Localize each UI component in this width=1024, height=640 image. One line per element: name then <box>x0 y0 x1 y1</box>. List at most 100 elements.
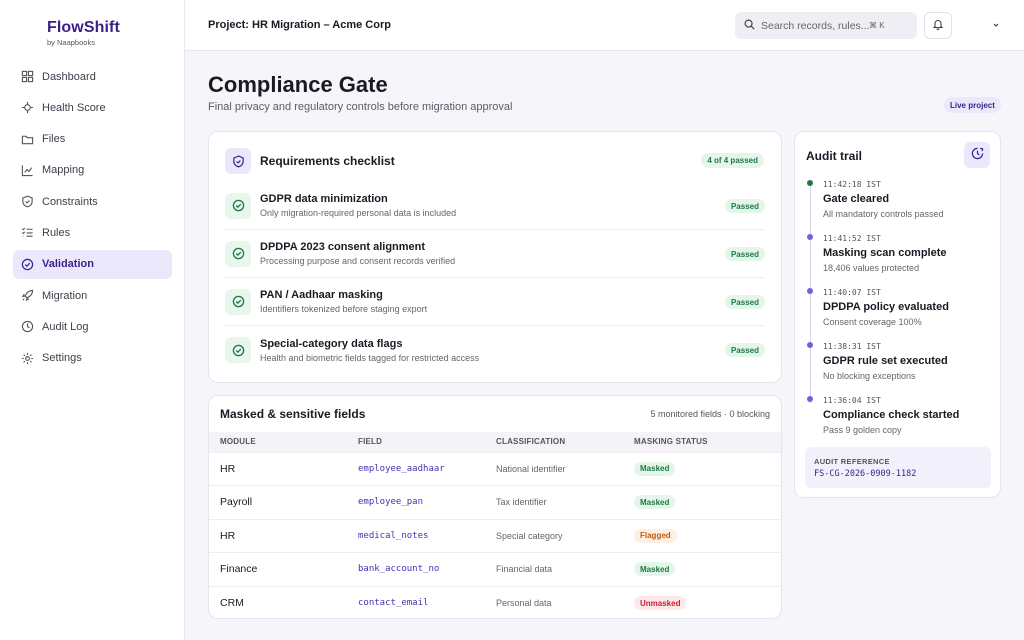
event-time: 11:40:07 IST <box>823 288 881 297</box>
account-menu-chevron-down-icon[interactable] <box>991 19 1001 29</box>
notifications-button[interactable] <box>924 12 952 39</box>
checklist-item-sub: Only migration-required personal data is… <box>260 208 457 218</box>
module-cell: Finance <box>209 552 347 586</box>
page-title: Compliance Gate <box>208 72 388 97</box>
sidebar-item-label: Constraints <box>42 195 98 208</box>
brand-name: FlowShift <box>47 19 120 36</box>
classification-cell: Personal data <box>485 585 623 618</box>
module-cell: HR <box>209 451 347 486</box>
status-cell: Masked <box>623 552 781 586</box>
sidebar-item-label: Migration <box>42 289 88 302</box>
sidebar-item-label: Files <box>42 133 66 146</box>
fields-table: MODULE FIELD CLASSIFICATION MASKING STAT… <box>209 432 781 618</box>
checklist-title: Requirements checklist <box>260 154 395 168</box>
checklist-count-badge: 4 of 4 passed <box>701 153 764 168</box>
brand-sub: by Naapbooks <box>47 38 95 47</box>
timeline-dot <box>807 396 813 402</box>
classification-cell: Tax identifier <box>485 485 623 519</box>
sidebar-nav: Dashboard Health Score Files Mapping Con… <box>13 62 172 375</box>
rocket-icon <box>21 289 34 302</box>
checklist-header: Requirements checklist <box>225 148 765 174</box>
page-subtitle: Final privacy and regulatory controls be… <box>208 101 513 113</box>
classification-cell: National identifier <box>485 451 623 486</box>
status-badge: Masked <box>634 461 676 476</box>
table-row[interactable]: HR medical_notes Special category Flagge… <box>209 518 781 553</box>
audit-reference-label: AUDIT REFERENCE <box>814 457 890 466</box>
sidebar-item-label: Rules <box>42 226 71 239</box>
list-icon <box>21 226 34 239</box>
requirements-checklist-card: Requirements checklist 4 of 4 passed GDP… <box>208 131 782 383</box>
timeline-event: 11:36:04 IST Compliance check started Pa… <box>807 393 992 447</box>
sidebar-item-health-score[interactable]: Health Score <box>13 93 172 122</box>
search-box[interactable]: ⌘ K <box>735 12 917 39</box>
fields-summary: 5 monitored fields · 0 blocking <box>650 409 770 419</box>
event-sub: All mandatory controls passed <box>823 209 944 219</box>
module-cell: CRM <box>209 585 347 618</box>
sidebar-item-label: Health Score <box>42 101 106 114</box>
timeline-dot <box>807 234 813 240</box>
search-input[interactable] <box>761 19 869 32</box>
top-bar: Project: HR Migration – Acme Corp ⌘ K <box>185 0 1024 51</box>
sidebar-item-dashboard[interactable]: Dashboard <box>13 62 172 91</box>
field-cell: medical_notes <box>347 518 485 553</box>
timeline-dot <box>807 180 813 186</box>
brand-logo[interactable]: FlowShift by Naapbooks <box>47 19 120 47</box>
checklist-item-sub: Processing purpose and consent records v… <box>260 256 456 266</box>
event-title: Compliance check started <box>823 409 960 421</box>
status-badge: Passed <box>724 343 765 357</box>
event-sub: Pass 9 golden copy <box>823 425 902 435</box>
status-badge: Passed <box>724 199 765 213</box>
sidebar-item-rules[interactable]: Rules <box>13 218 172 247</box>
bell-icon <box>932 18 944 33</box>
table-row[interactable]: CRM contact_email Personal data Unmasked <box>209 585 781 618</box>
audit-reference-value[interactable]: FS-CG-2026-0909-1182 <box>814 469 917 479</box>
sidebar-item-migration[interactable]: Migration <box>13 281 172 310</box>
event-title: Gate cleared <box>823 193 890 205</box>
column-header[interactable]: CLASSIFICATION <box>485 432 623 452</box>
checklist-item: DPDPA 2023 consent alignment Processing p… <box>225 230 765 278</box>
table-row[interactable]: HR employee_aadhaar National identifier … <box>209 451 781 486</box>
checklist-item-title: Special-category data flags <box>260 337 403 350</box>
folder-icon <box>21 133 34 146</box>
sidebar-item-constraints[interactable]: Constraints <box>13 187 172 216</box>
timeline-event: 11:40:07 IST DPDPA policy evaluated Cons… <box>807 285 992 339</box>
sidebar-item-validation[interactable]: Validation <box>13 249 172 279</box>
sidebar-item-label: Audit Log <box>42 320 89 333</box>
column-header[interactable]: MODULE <box>209 432 347 452</box>
status-cell: Masked <box>623 485 781 519</box>
fields-title: Masked & sensitive fields <box>220 407 366 421</box>
event-time: 11:41:52 IST <box>823 234 881 243</box>
table-header-row: MODULE FIELD CLASSIFICATION MASKING STAT… <box>209 432 781 452</box>
checklist-item-title: DPDPA 2023 consent alignment <box>260 241 426 253</box>
status-badge: Masked <box>634 495 676 510</box>
column-header[interactable]: MASKING STATUS <box>623 432 781 452</box>
sidebar-item-mapping[interactable]: Mapping <box>13 156 172 185</box>
timeline-dot <box>807 288 813 294</box>
sidebar-item-settings[interactable]: Settings <box>13 344 172 373</box>
check-icon <box>225 240 251 267</box>
audit-trail-card: Audit trail 11:42:18 IST Gate cleared Al… <box>794 131 1001 498</box>
status-cell: Unmasked <box>623 585 781 618</box>
field-cell: employee_pan <box>347 485 485 519</box>
audit-reference: AUDIT REFERENCE FS-CG-2026-0909-1182 <box>805 447 991 488</box>
event-title: Masking scan complete <box>823 247 947 259</box>
sidebar: FlowShift by Naapbooks Dashboard Health … <box>0 0 185 640</box>
column-header[interactable]: FIELD <box>347 432 485 452</box>
clock-icon <box>21 320 34 333</box>
check-icon <box>225 288 251 315</box>
event-title: GDPR rule set executed <box>823 355 948 367</box>
project-title: Project: HR Migration – Acme Corp <box>208 19 391 31</box>
checklist-item-sub: Identifiers tokenized before staging exp… <box>260 304 428 314</box>
table-row[interactable]: Payroll employee_pan Tax identifier Mask… <box>209 485 781 519</box>
audit-title: Audit trail <box>806 149 862 163</box>
sidebar-item-audit-log[interactable]: Audit Log <box>13 312 172 341</box>
sidebar-item-files[interactable]: Files <box>13 125 172 154</box>
check-icon <box>225 337 251 363</box>
table-row[interactable]: Finance bank_account_no Financial data M… <box>209 552 781 586</box>
live-project-badge: Live project <box>944 97 1001 113</box>
sidebar-item-label: Settings <box>42 352 82 365</box>
sidebar-item-label: Dashboard <box>42 70 96 83</box>
event-sub: Consent coverage 100% <box>823 317 922 327</box>
audit-history-button[interactable] <box>964 142 990 168</box>
shield-check-icon <box>225 148 251 174</box>
